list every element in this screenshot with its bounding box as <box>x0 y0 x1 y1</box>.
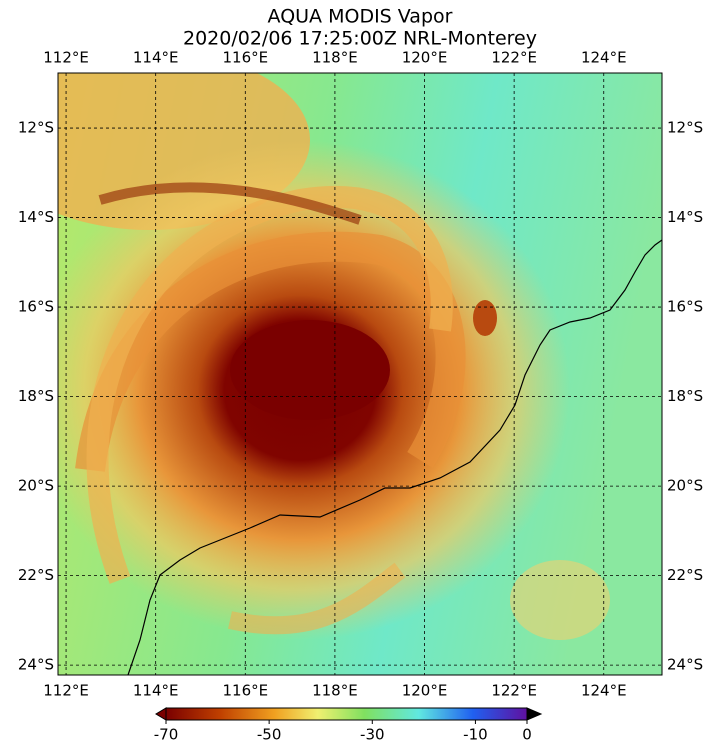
imagery <box>58 73 662 675</box>
lat-label: 22°S <box>18 566 54 584</box>
colorbar <box>165 707 528 721</box>
lon-label: 114°E <box>133 682 179 700</box>
lon-label: 114°E <box>133 49 179 67</box>
lat-label: 18°S <box>18 387 54 405</box>
map-frame <box>57 72 663 676</box>
lat-label: 14°S <box>18 208 54 226</box>
lon-label: 120°E <box>402 49 448 67</box>
lat-label: 24°S <box>18 656 54 674</box>
lon-label: 122°E <box>491 682 537 700</box>
lat-label: 12°S <box>667 119 703 137</box>
colorbar-arrow <box>526 707 543 721</box>
lat-label: 24°S <box>667 656 703 674</box>
colorbar-label: 0 <box>522 726 532 744</box>
colorbar-label: -70 <box>154 726 179 744</box>
lat-label: 16°S <box>18 298 54 316</box>
lat-label: 20°S <box>667 477 703 495</box>
lon-label: 124°E <box>581 682 627 700</box>
colorbar-label: -50 <box>257 726 282 744</box>
colorbar-label: -30 <box>360 726 385 744</box>
lon-label: 122°E <box>491 49 537 67</box>
lat-label: 20°S <box>18 477 54 495</box>
lat-label: 18°S <box>667 387 703 405</box>
lon-label: 116°E <box>222 682 268 700</box>
lon-label: 120°E <box>402 682 448 700</box>
lon-label: 124°E <box>581 49 627 67</box>
lat-label: 22°S <box>667 566 703 584</box>
lat-label: 12°S <box>18 119 54 137</box>
title: AQUA MODIS Vapor <box>268 6 453 28</box>
lon-label: 118°E <box>312 682 358 700</box>
colorbar-arrow <box>155 707 167 721</box>
lon-label: 118°E <box>312 49 358 67</box>
lat-label: 14°S <box>667 208 703 226</box>
subtitle: 2020/02/06 17:25:00Z NRL-Monterey <box>183 28 537 50</box>
lat-label: 16°S <box>667 298 703 316</box>
lon-label: 112°E <box>43 682 89 700</box>
lon-label: 112°E <box>43 49 89 67</box>
colorbar-label: -10 <box>463 726 488 744</box>
lon-label: 116°E <box>222 49 268 67</box>
